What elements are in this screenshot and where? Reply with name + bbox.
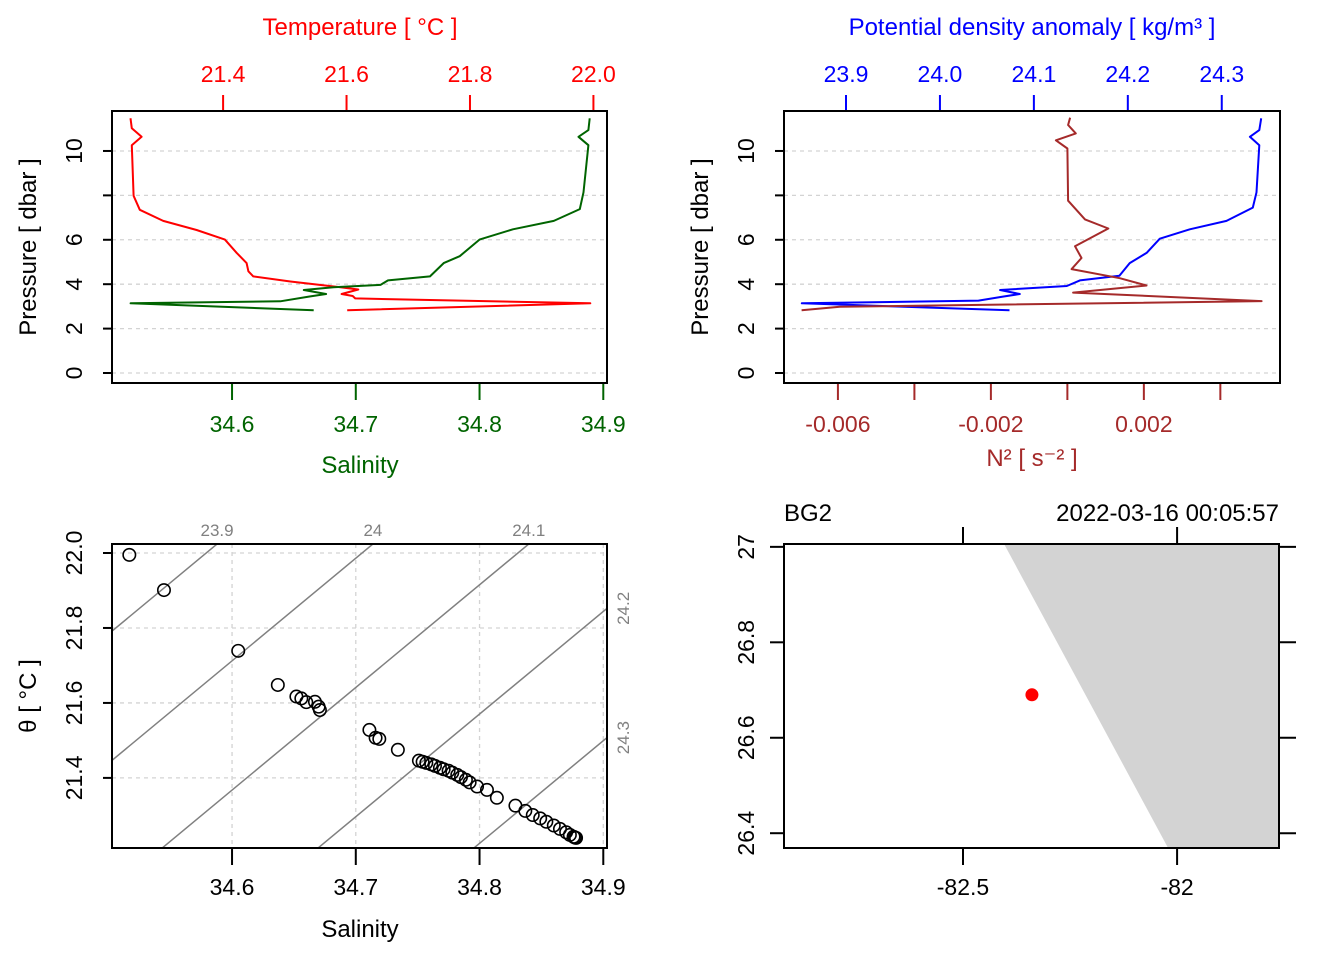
pressure-axis-title-left: Pressure [ dbar ]: [15, 158, 42, 335]
pressure-axis-title-right: Pressure [ dbar ]: [687, 158, 714, 335]
density-profile-pressure-tick-label: 4: [733, 278, 759, 291]
ts-frame: [111, 543, 608, 849]
density-profile-top-tick-label: 24.3: [1199, 61, 1244, 87]
ts-profile-pressure-tick-label: 0: [61, 367, 87, 380]
ts-theta-tick-label: 21.8: [61, 606, 87, 651]
ts-data-point: [489, 790, 504, 805]
ts-profile-frame: [111, 110, 608, 384]
isopycnal-label: 23.9: [201, 521, 234, 540]
isopycnal-label: 24.3: [614, 721, 633, 754]
ts-salinity-tick-label: 34.9: [581, 874, 626, 900]
density-profile-pressure-tick-label: 10: [733, 138, 759, 164]
ts-data-point: [518, 803, 533, 818]
density-profile-potential-density-anomaly-profile-line: [800, 118, 1263, 312]
latitude-tick-label: 26.4: [733, 811, 759, 856]
temperature-axis-title: Temperature [ °C ]: [263, 14, 458, 41]
map-frame: [783, 543, 1280, 849]
ts-profile-pressure-tick-label: 6: [61, 233, 87, 246]
density-profile-pressure-tick-label: 6: [733, 233, 759, 246]
ts-salinity-tick-label: 34.6: [210, 874, 255, 900]
ts-profile-top-tick-label: 21.8: [448, 61, 493, 87]
ts-profile-top-tick-label: 22.0: [571, 61, 616, 87]
density-profile-bottom-tick-label: 0.002: [1115, 411, 1173, 437]
isopycnal-label: 24.2: [614, 592, 633, 625]
n2-axis-title: N² [ s⁻² ]: [986, 445, 1077, 472]
ts-profile-bottom-tick-label: 34.6: [210, 411, 255, 437]
ts-profile-temperature-profile-line: [129, 118, 592, 312]
ts-profile-pressure-tick-label: 2: [61, 322, 87, 335]
density-profile-top-tick-label: 24.2: [1105, 61, 1150, 87]
ts-profile-top-tick-label: 21.4: [201, 61, 246, 87]
ts-data-point: [458, 772, 473, 787]
station-marker: [1025, 688, 1039, 702]
isopycnal-label: 24: [363, 521, 382, 540]
ts-data-point: [470, 779, 485, 794]
ts-salinity-axis-title: Salinity: [321, 916, 398, 943]
ts-data-point: [299, 695, 314, 710]
ts-data-point: [569, 830, 584, 845]
ts-salinity-tick-label: 34.8: [457, 874, 502, 900]
ts-data-point: [372, 731, 387, 746]
density-profile-bottom-tick-label: -0.002: [958, 411, 1023, 437]
ts-profile-salinity-profile-line: [129, 118, 591, 312]
ts-data-point: [390, 742, 405, 757]
station-name: BG2: [784, 500, 832, 527]
density-profile-frame: [783, 110, 1281, 384]
longitude-tick-label: -82.5: [937, 874, 989, 900]
isopycnal-line: [472, 736, 607, 848]
density-profile-pressure-tick-label: 0: [733, 367, 759, 380]
ts-data-point: [525, 808, 540, 823]
ts-profile-bottom-tick-label: 34.7: [333, 411, 378, 437]
ts-profile-top-tick-label: 21.6: [324, 61, 369, 87]
ts-profile-bottom-tick-label: 34.8: [457, 411, 502, 437]
ts-profile-pressure-tick-label: 10: [61, 138, 87, 164]
salinity-axis-title: Salinity: [321, 452, 398, 479]
ts-data-point: [479, 782, 494, 797]
latitude-tick-label: 27: [733, 534, 759, 560]
latitude-tick-label: 26.8: [733, 620, 759, 665]
ts-theta-tick-label: 21.4: [61, 755, 87, 800]
density-profile-n--profile-line: [801, 117, 1263, 312]
ts-theta-axis-title: θ [ °C ]: [15, 659, 42, 733]
isopycnal-line: [112, 544, 219, 633]
density-profile-top-tick-label: 24.0: [918, 61, 963, 87]
ts-salinity-tick-label: 34.7: [333, 874, 378, 900]
density-profile-top-tick-label: 23.9: [824, 61, 869, 87]
ts-data-point: [122, 547, 137, 562]
ts-data-point: [462, 775, 477, 790]
ts-profile-bottom-tick-label: 34.9: [581, 411, 626, 437]
latitude-tick-label: 26.6: [733, 715, 759, 760]
ts-theta-tick-label: 21.6: [61, 681, 87, 726]
station-datetime: 2022-03-16 00:05:57: [1056, 500, 1279, 527]
isopycnal-line: [316, 607, 607, 848]
ts-data-point: [362, 722, 377, 737]
ts-isopycnal-group: [112, 544, 607, 848]
longitude-tick-label: -82: [1160, 874, 1193, 900]
ts-theta-tick-label: 22.0: [61, 531, 87, 576]
ts-data-point: [539, 814, 554, 829]
density-profile-pressure-tick-label: 2: [733, 322, 759, 335]
ts-data-point: [312, 703, 327, 718]
ts-data-point: [231, 643, 246, 658]
density-profile-bottom-tick-label: -0.006: [805, 411, 870, 437]
ts-profile-pressure-tick-label: 4: [61, 278, 87, 291]
isopycnal-label: 24.1: [512, 521, 545, 540]
land-polygon: [1004, 544, 1279, 848]
density-axis-title: Potential density anomaly [ kg/m³ ]: [849, 14, 1216, 41]
ts-data-point: [270, 677, 285, 692]
density-profile-top-tick-label: 24.1: [1011, 61, 1056, 87]
ts-data-point: [156, 583, 171, 598]
